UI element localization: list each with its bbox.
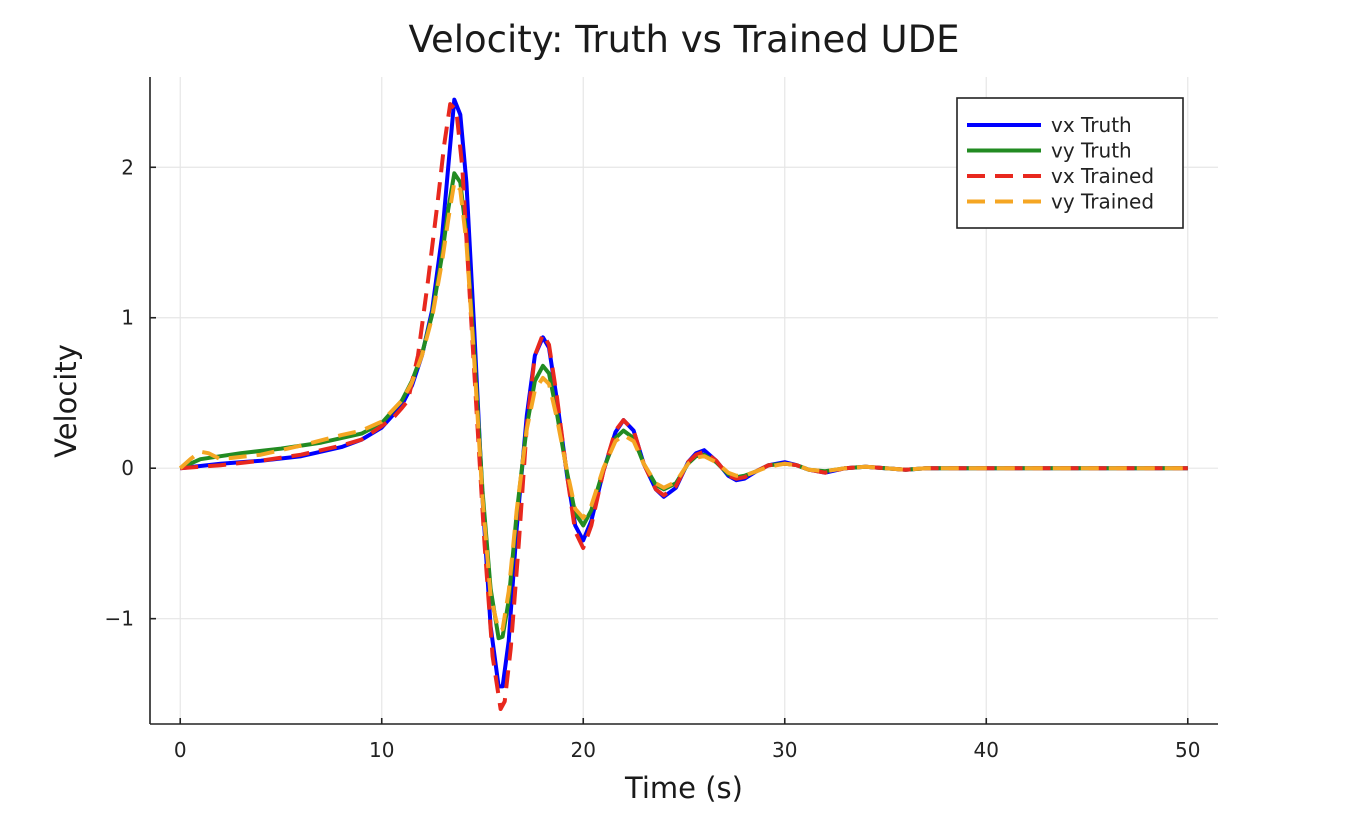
x-tick-label: 40	[974, 738, 999, 762]
x-tick-label: 10	[369, 738, 394, 762]
legend-box	[956, 97, 1184, 229]
x-tick-label: 30	[772, 738, 797, 762]
series-line-vy-trained	[178, 180, 1188, 633]
y-tick-label: −1	[105, 607, 134, 631]
y-tick-label: 0	[121, 456, 134, 480]
y-tick-label: 2	[121, 155, 134, 179]
y-axis-label: Velocity	[49, 344, 83, 458]
legend-label: vx Truth	[1051, 113, 1132, 137]
x-axis-label: Time (s)	[624, 771, 743, 805]
series-lines	[178, 97, 1188, 711]
legend-label: vx Trained	[1051, 164, 1154, 188]
legend-label: vy Trained	[1051, 190, 1154, 214]
y-tick-label: 1	[121, 306, 134, 330]
series-line-vy-truth	[179, 171, 1188, 641]
x-tick-label: 0	[174, 738, 187, 762]
tick-labels: 0 10 20 30 40 50 −1 0 1 2	[105, 155, 1201, 762]
legend-label: vy Truth	[1051, 139, 1132, 163]
x-tick-label: 20	[571, 738, 596, 762]
chart-title: Velocity: Truth vs Trained UDE	[409, 18, 960, 61]
x-tick-label: 50	[1175, 738, 1200, 762]
axes	[149, 77, 1218, 725]
series-line-vx-trained	[180, 102, 1188, 711]
